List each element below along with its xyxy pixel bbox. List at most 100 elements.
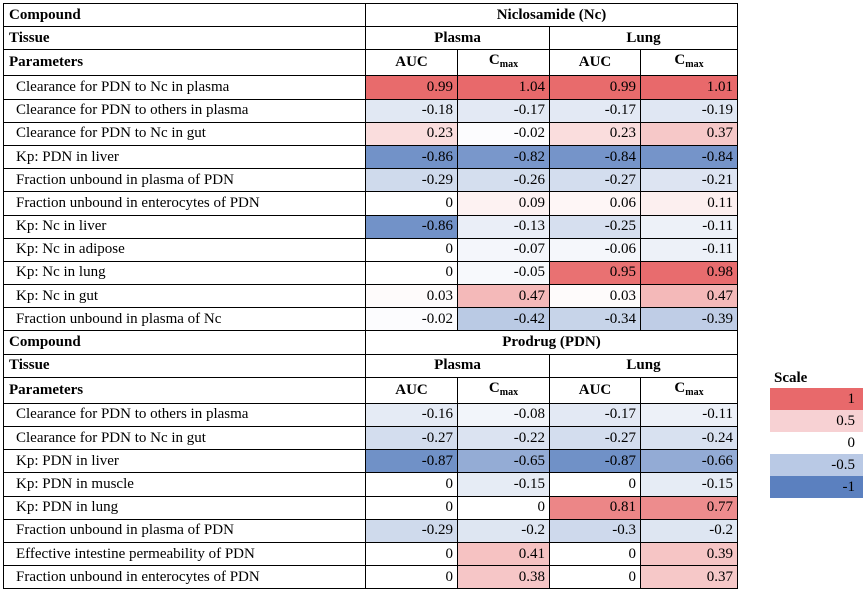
value-cell: 0 [365, 237, 458, 262]
table-row: Kp: PDN in muscle 0 -0.15 0 -0.15 [3, 472, 738, 497]
table-row: Kp: Nc in lung 0 -0.05 0.95 0.98 [3, 260, 738, 286]
table-row: Kp: Nc in adipose 0 -0.07 -0.06 -0.11 [3, 237, 738, 262]
value-cell: -0.27 [549, 425, 641, 451]
parameter-name: Fraction unbound in plasma of Nc [3, 307, 366, 332]
value-cell: 0 [549, 541, 641, 567]
tissue-plasma: Plasma [365, 353, 550, 378]
value-cell: -0.17 [549, 98, 641, 123]
value-cell: -0.25 [549, 214, 641, 239]
parameter-name: Fraction unbound in plasma of PDN [3, 518, 366, 543]
value-cell: -0.11 [640, 237, 738, 262]
value-cell: -0.34 [549, 307, 641, 332]
value-cell: -0.66 [640, 449, 738, 474]
value-cell: 0 [549, 472, 641, 497]
table-row: Fraction unbound in plasma of PDN -0.29 -0… [3, 168, 738, 193]
value-cell: 0.11 [640, 191, 738, 216]
metric-name: AUC [578, 381, 612, 398]
parameter-name: Kp: PDN in lung [3, 495, 366, 520]
metric-name: AUC [395, 54, 428, 71]
metric-name: AUC [578, 54, 612, 71]
metric-name: C [674, 379, 686, 396]
value-cell: -0.15 [457, 472, 550, 497]
parameter-name: Kp: Nc in lung [3, 260, 366, 286]
value-cell: -0.17 [457, 98, 550, 123]
value-cell: 0 [365, 565, 458, 590]
value-cell: 1.01 [640, 75, 738, 100]
table-row: Clearance for PDN to Nc in gut 0.23 -0.02 0… [3, 121, 738, 146]
table-row: Clearance for PDN to others in plasma -0.… [3, 402, 738, 428]
parameter-name: Clearance for PDN to Nc in plasma [3, 75, 366, 100]
value-cell: -0.13 [457, 214, 550, 239]
value-cell: -0.05 [457, 260, 550, 286]
table-row: Kp: PDN in liver -0.87 -0.65 -0.87 -0.66 [3, 449, 738, 474]
parameter-name: Kp: PDN in liver [3, 144, 366, 170]
parameters-header-row: Parameters AUC Cmax AUC Cmax [3, 376, 738, 404]
parameter-name: Clearance for PDN to Nc in gut [3, 121, 366, 146]
table-row: Kp: Nc in liver -0.86 -0.13 -0.25 -0.11 [3, 214, 738, 239]
value-cell: -0.21 [640, 168, 738, 193]
scale-title: Scale [774, 370, 808, 386]
value-cell: 0.77 [640, 495, 738, 520]
value-cell: 0.23 [549, 121, 641, 146]
scale-swatch: -1 [770, 476, 863, 498]
table-row: Kp: PDN in liver -0.86 -0.82 -0.84 -0.84 [3, 144, 738, 170]
value-cell: -0.2 [457, 518, 550, 543]
table-row: Kp: Nc in gut 0.03 0.47 0.03 0.47 [3, 284, 738, 309]
value-cell: -0.86 [365, 214, 458, 239]
tissue-row: Tissue Plasma Lung [3, 353, 738, 378]
scale-swatch: 0 [770, 432, 863, 454]
tissue-label: Tissue [3, 26, 366, 51]
parameters-label: Parameters [3, 49, 366, 77]
value-cell: -0.08 [457, 402, 550, 428]
parameter-name: Kp: Nc in liver [3, 214, 366, 239]
metric-header: Cmax [640, 376, 738, 404]
metric-header: AUC [549, 376, 641, 404]
value-cell: -0.65 [457, 449, 550, 474]
value-cell: -0.16 [365, 402, 458, 428]
tissue-lung: Lung [549, 26, 738, 51]
compound-name: Prodrug (PDN) [365, 330, 738, 355]
value-cell: -0.26 [457, 168, 550, 193]
compound-row: Compound Niclosamide (Nc) [3, 2, 738, 28]
value-cell: -0.29 [365, 168, 458, 193]
value-cell: -0.19 [640, 98, 738, 123]
metric-subscript: max [685, 59, 704, 71]
value-cell: 0.99 [365, 75, 458, 100]
value-cell: 0.38 [457, 565, 550, 590]
value-cell: 0.41 [457, 541, 550, 567]
table-row: Kp: PDN in lung 0 0 0.81 0.77 [3, 495, 738, 520]
value-cell: 0.95 [549, 260, 641, 286]
value-cell: 0.03 [365, 284, 458, 309]
compound-row: Compound Prodrug (PDN) [3, 330, 738, 355]
value-cell: -0.24 [640, 425, 738, 451]
table-row: Effective intestine permeability of PDN 0… [3, 541, 738, 567]
scale-boxes: 1 0.5 0 -0.5 -1 [770, 388, 863, 498]
parameter-name: Kp: Nc in adipose [3, 237, 366, 262]
value-cell: 1.04 [457, 75, 550, 100]
value-cell: -0.86 [365, 144, 458, 170]
value-cell: -0.87 [549, 449, 641, 474]
color-scale-legend: Scale 1 0.5 0 -0.5 -1 [770, 368, 863, 498]
value-cell: -0.27 [365, 425, 458, 451]
value-cell: -0.2 [640, 518, 738, 543]
scale-swatch: 1 [770, 388, 863, 410]
value-cell: -0.06 [549, 237, 641, 262]
tissue-label: Tissue [3, 353, 366, 378]
metric-header: AUC [365, 376, 458, 404]
metric-header: AUC [365, 49, 458, 77]
parameter-name: Clearance for PDN to others in plasma [3, 98, 366, 123]
value-cell: 0.37 [640, 121, 738, 146]
metric-name: C [488, 52, 500, 69]
value-cell: 0.47 [457, 284, 550, 309]
value-cell: 0 [365, 260, 458, 286]
table-row: Fraction unbound in enterocytes of PDN 0 0… [3, 565, 738, 590]
value-cell: -0.39 [640, 307, 738, 332]
value-cell: -0.3 [549, 518, 641, 543]
value-cell: -0.07 [457, 237, 550, 262]
value-cell: 0.39 [640, 541, 738, 567]
parameter-name: Fraction unbound in enterocytes of PDN [3, 191, 366, 216]
compound-label: Compound [3, 330, 366, 355]
value-cell: -0.18 [365, 98, 458, 123]
value-cell: -0.84 [549, 144, 641, 170]
value-cell: 0.09 [457, 191, 550, 216]
